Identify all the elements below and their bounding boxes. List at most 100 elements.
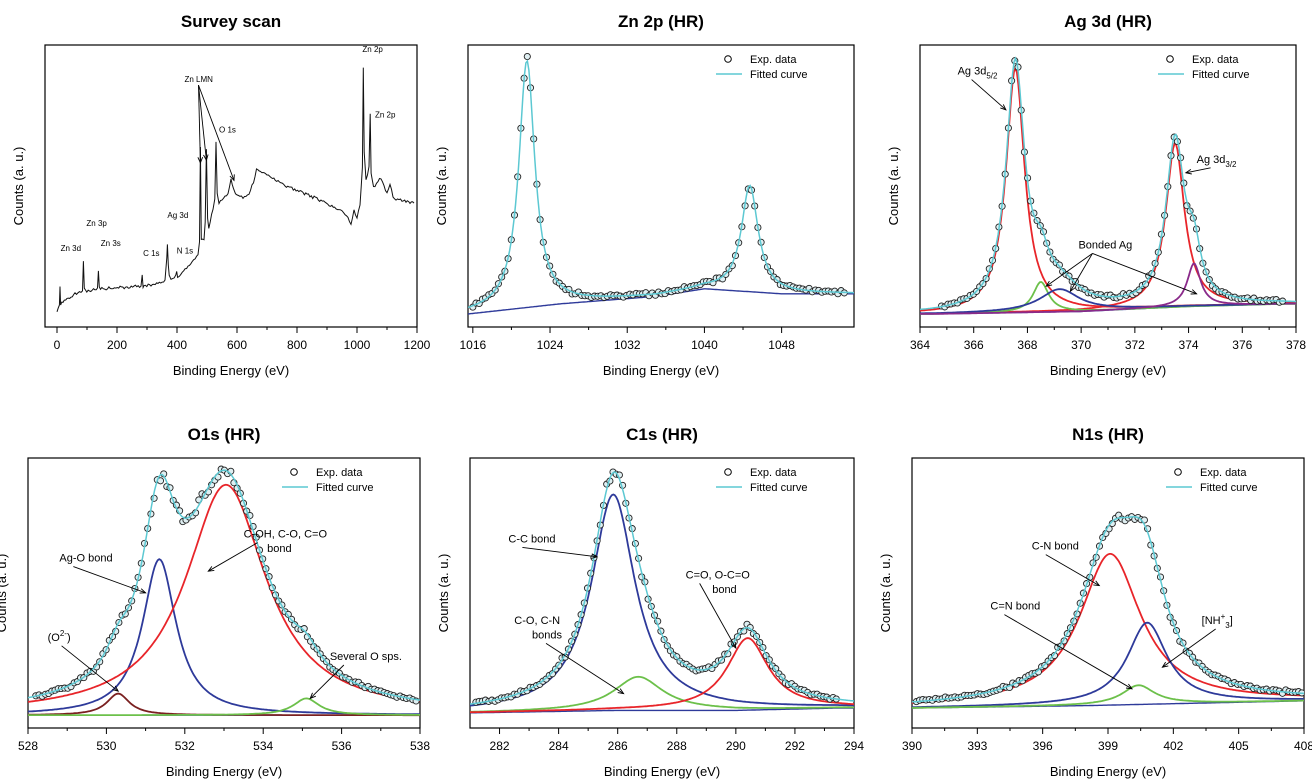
annotation-arrow bbox=[198, 84, 235, 181]
annotation-arrowhead bbox=[1190, 289, 1198, 295]
annotation-arrowhead bbox=[1045, 280, 1053, 287]
annotation-arrow bbox=[1162, 628, 1216, 668]
annotation-label: bond bbox=[712, 584, 736, 596]
annotation-arrow bbox=[61, 645, 119, 692]
annotation-text: Ag-O bond bbox=[59, 553, 112, 565]
annotation-tail: ] bbox=[1230, 615, 1233, 627]
x-tick-label: 374 bbox=[1179, 338, 1199, 352]
legend-exp-label: Exp. data bbox=[750, 467, 797, 479]
x-tick-label: 0 bbox=[54, 338, 61, 352]
annotation-arrow bbox=[1070, 253, 1093, 292]
annotation-text: Ag 3d bbox=[1197, 154, 1226, 166]
annotation-arrowhead bbox=[1000, 104, 1007, 111]
chart-title: Survey scan bbox=[181, 12, 281, 31]
annotation-arrow bbox=[522, 546, 598, 558]
x-tick-label: 1048 bbox=[768, 338, 795, 352]
annotation-label: Zn 2p bbox=[375, 110, 396, 119]
panel-6: N1s (HR) Binding Energy (eV) Counts (a. u.… bbox=[878, 425, 1312, 779]
x-tick-label: 1016 bbox=[459, 338, 486, 352]
annotation-subscript: 3/2 bbox=[1225, 160, 1237, 169]
baseline-curve bbox=[470, 707, 854, 714]
annotation-text: C=O, O-C=O bbox=[686, 569, 751, 581]
legend-exp-label: Exp. data bbox=[1192, 54, 1239, 66]
annotation-arrowhead bbox=[203, 154, 209, 162]
x-axis-label: Binding Energy (eV) bbox=[166, 764, 282, 779]
y-axis-label: Counts (a. u.) bbox=[878, 554, 893, 633]
chart-title: N1s (HR) bbox=[1072, 425, 1144, 444]
annotation-text: bond bbox=[267, 543, 291, 555]
annotation-label: C=N bond bbox=[990, 601, 1040, 613]
component-peak-4 bbox=[28, 697, 420, 716]
annotation-superscript: 2- bbox=[60, 629, 67, 638]
annotation-arrow bbox=[699, 583, 737, 649]
annotation-label: Zn 3p bbox=[86, 219, 107, 228]
annotation-arrowhead bbox=[730, 641, 737, 650]
legend: Exp. data Fitted curve bbox=[1158, 54, 1249, 81]
x-axis-label: Binding Energy (eV) bbox=[604, 764, 720, 779]
annotation-text: Zn 3s bbox=[101, 239, 121, 248]
data-layer bbox=[470, 468, 854, 714]
x-tick-label: 1000 bbox=[344, 338, 371, 352]
fitted-curve bbox=[912, 516, 1304, 703]
x-tick-label: 368 bbox=[1017, 338, 1037, 352]
x-tick-label: 282 bbox=[490, 739, 510, 753]
annotation-label: [NH+3] bbox=[1202, 612, 1233, 630]
annotation-label: C-N bond bbox=[1032, 541, 1079, 553]
component-peak-2 bbox=[470, 675, 854, 713]
annotation-arrowhead bbox=[617, 688, 625, 695]
x-tick-label: 800 bbox=[287, 338, 307, 352]
legend-fit-label: Fitted curve bbox=[316, 482, 373, 494]
chart-title: O1s (HR) bbox=[188, 425, 261, 444]
x-tick-label: 405 bbox=[1229, 739, 1249, 753]
chart-title: Ag 3d (HR) bbox=[1064, 12, 1152, 31]
legend-marker bbox=[724, 55, 732, 63]
annotation-text: [NH bbox=[1202, 615, 1221, 627]
chart-title: Zn 2p (HR) bbox=[618, 12, 704, 31]
annotation-subscript: 5/2 bbox=[986, 72, 998, 81]
legend-exp-label: Exp. data bbox=[750, 54, 797, 66]
annotation-text: C-OH, C-O, C=O bbox=[244, 529, 328, 541]
annotation-arrowhead bbox=[1161, 661, 1169, 668]
annotation-label: (O2-) bbox=[48, 629, 71, 644]
x-tick-label: 286 bbox=[608, 739, 628, 753]
annotation-label: C-C bond bbox=[508, 533, 555, 545]
x-tick-label: 284 bbox=[549, 739, 569, 753]
exp-data-point bbox=[548, 670, 556, 678]
legend: Exp. data Fitted curve bbox=[1166, 467, 1257, 494]
x-tick-label: 294 bbox=[844, 739, 864, 753]
chart-title: C1s (HR) bbox=[626, 425, 698, 444]
annotation-arrow bbox=[1045, 253, 1093, 287]
annotation-arrow bbox=[971, 79, 1007, 111]
x-tick-label: 370 bbox=[1071, 338, 1091, 352]
legend-marker bbox=[1174, 468, 1182, 476]
component-peak-1 bbox=[912, 553, 1304, 704]
annotation-text: Bonded Ag bbox=[1078, 239, 1132, 251]
survey-spectrum bbox=[56, 67, 415, 312]
panel-1: Survey scan Binding Energy (eV) Counts (a.… bbox=[11, 12, 431, 378]
annotation-label: N 1s bbox=[177, 246, 193, 255]
annotation-text: Several O sps. bbox=[330, 651, 402, 663]
panel-4: O1s (HR) Binding Energy (eV) Counts (a. u.… bbox=[0, 425, 430, 779]
component-peak-2 bbox=[28, 483, 420, 703]
annotation-label: bonds bbox=[532, 629, 562, 641]
legend-exp-label: Exp. data bbox=[316, 467, 363, 479]
panel-3: Ag 3d (HR) Binding Energy (eV) Counts (a. … bbox=[886, 12, 1306, 378]
y-axis-label: Counts (a. u.) bbox=[11, 147, 26, 226]
component-peak-3 bbox=[912, 684, 1304, 709]
data-layer bbox=[912, 511, 1304, 709]
legend: Exp. data Fitted curve bbox=[716, 54, 807, 81]
legend-fit-label: Fitted curve bbox=[1192, 69, 1249, 81]
component-peak-1 bbox=[28, 558, 420, 716]
annotation-arrow bbox=[208, 542, 258, 572]
exp-data-point bbox=[93, 663, 101, 671]
plot-frame bbox=[919, 44, 1297, 328]
annotation-text: O 1s bbox=[219, 126, 236, 135]
legend-fit-label: Fitted curve bbox=[750, 69, 807, 81]
annotation-label: O 1s bbox=[219, 126, 236, 135]
annotation-arrowhead bbox=[229, 174, 235, 182]
annotation-text: bond bbox=[712, 584, 736, 596]
annotation-text: Zn 3p bbox=[86, 219, 107, 228]
annotation-text: Zn 3d bbox=[61, 244, 81, 253]
legend-marker bbox=[1166, 55, 1174, 63]
